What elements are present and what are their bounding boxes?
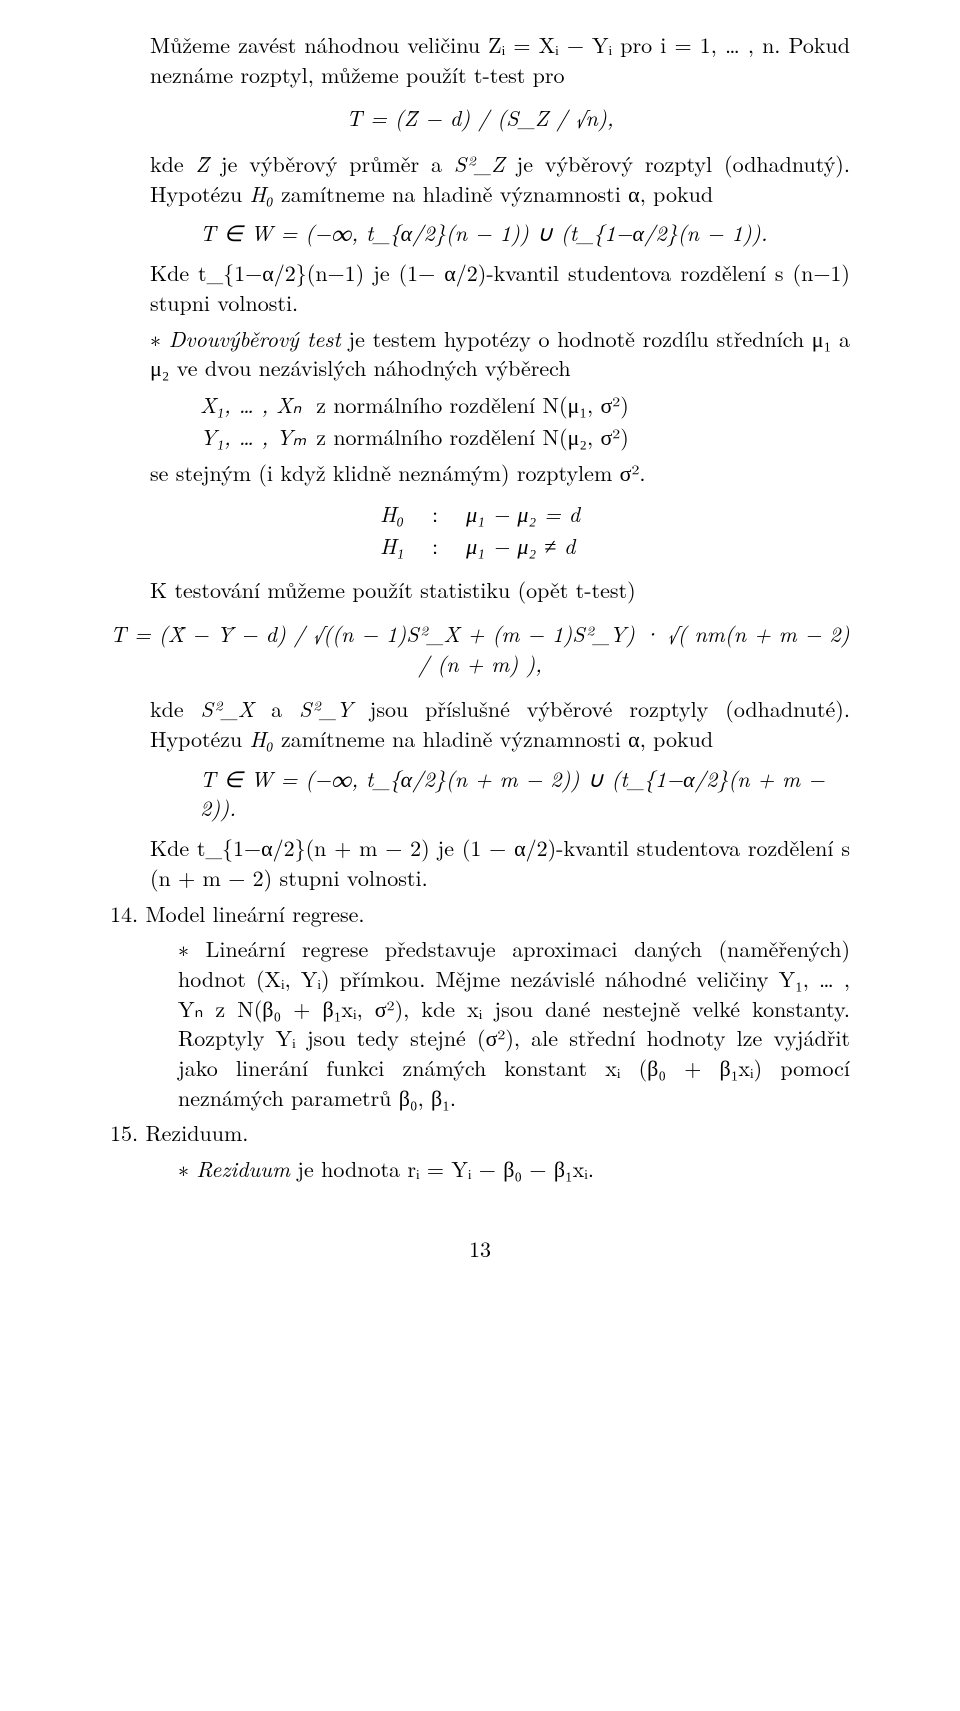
text: a [254, 693, 299, 724]
paragraph: se stejným (i když klidně neznámým) rozp… [150, 458, 850, 488]
formula: T = (X̄ − Ȳ − d) / √((n − 1)S²_X + (m − … [110, 619, 850, 678]
cell: z normálního rozdělení N(μ₁, σ²) [316, 389, 639, 421]
section-heading-15: 15. Reziduum. [110, 1118, 850, 1148]
cell: Y₁, … , Yₘ [200, 421, 316, 453]
text: zamítneme na hladině významnosti α, poku… [274, 178, 713, 209]
text: zamítneme na hladině významnosti α, poku… [274, 723, 713, 754]
paragraph: Můžeme zavést náhodnou veličinu Zᵢ = Xᵢ … [150, 30, 850, 89]
text: je výběrový průměr a [209, 148, 454, 179]
section-heading-14: 14. Model lineární regrese. [110, 899, 850, 929]
formula: T ∈ W = (−∞, t_{α/2}(n + m − 2)) ∪ (t_{1… [200, 764, 850, 823]
term: Dvouvýběrový test [169, 323, 341, 354]
cell: μ₁ − μ₂ ≠ d [452, 530, 594, 562]
list-item: Dvouvýběrový test je testem hypotézy o h… [150, 324, 850, 383]
math: Z̄ [196, 148, 210, 179]
text: kde [150, 693, 201, 724]
cell: H₁ [366, 530, 418, 562]
math: H₀ [250, 178, 274, 209]
text: kde [150, 148, 196, 179]
cell: : [418, 498, 452, 530]
formula: T ∈ W = (−∞, t_{α/2}(n − 1)) ∪ (t_{1−α/2… [200, 218, 850, 248]
cell: X₁, … , Xₙ [200, 389, 316, 421]
paragraph: Kde t_{1−α/2}(n−1) je (1− α/2)-kvantil s… [150, 258, 850, 317]
formula: T = (Z̄ − d) / (S_Z / √n), [110, 103, 850, 133]
paragraph: kde Z̄ je výběrový průměr a S²_Z je výbě… [150, 149, 850, 208]
page-number: 13 [110, 1234, 850, 1264]
list-item: Reziduum je hodnota rᵢ = Yᵢ − β₀ − β₁xᵢ. [178, 1154, 850, 1184]
cell: : [418, 530, 452, 562]
hypotheses-table: H₀ : μ₁ − μ₂ = d H₁ : μ₁ − μ₂ ≠ d [366, 498, 594, 561]
list-item: Lineární regrese představuje aproximaci … [178, 934, 850, 1112]
paragraph: K testování můžeme použít statistiku (op… [150, 575, 850, 605]
math: S²_Z [454, 148, 505, 179]
math: H₀ [250, 723, 274, 754]
distribution-table: X₁, … , Xₙ z normálního rozdělení N(μ₁, … [200, 389, 639, 452]
paragraph: kde S²_X a S²_Y jsou příslušné výběrové … [150, 694, 850, 753]
paragraph: Kde t_{1−α/2}(n + m − 2) je (1 − α/2)-kv… [150, 833, 850, 892]
math: S²_Y [299, 693, 353, 724]
term: Reziduum [196, 1153, 290, 1184]
cell: z normálního rozdělení N(μ₂, σ²) [316, 421, 639, 453]
text: je hodnota rᵢ = Yᵢ − β₀ − β₁xᵢ. [290, 1153, 594, 1184]
cell: H₀ [366, 498, 418, 530]
cell: μ₁ − μ₂ = d [452, 498, 594, 530]
text: Lineární regrese představuje aproximaci … [178, 933, 850, 1112]
math: S²_X [201, 693, 255, 724]
